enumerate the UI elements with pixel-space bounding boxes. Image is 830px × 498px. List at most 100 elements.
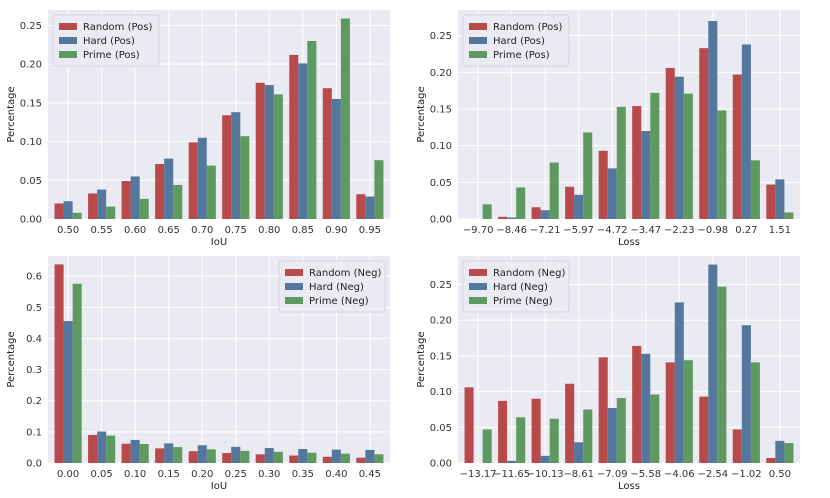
x-tick-label: 0.70 xyxy=(191,225,213,236)
legend-label: Random (Neg) xyxy=(493,268,565,279)
bar-prime-pos xyxy=(240,136,250,219)
bar-random-pos xyxy=(531,207,541,219)
y-axis-label: Percentage xyxy=(6,331,17,387)
y-tick-label: 0.10 xyxy=(430,141,452,152)
x-tick-label: −7.21 xyxy=(530,225,561,236)
bar-hard-neg xyxy=(507,460,517,463)
bar-prime-neg xyxy=(784,443,794,463)
bar-prime-pos xyxy=(482,204,492,219)
bar-hard-pos xyxy=(231,112,241,219)
bar-random-neg xyxy=(665,362,675,463)
bar-prime-pos xyxy=(139,198,149,219)
bar-hard-neg xyxy=(130,439,140,463)
bar-hard-neg xyxy=(775,440,785,463)
y-tick-label: 0.3 xyxy=(26,365,42,376)
x-tick-label: 0.25 xyxy=(225,469,247,480)
legend-label: Hard (Pos) xyxy=(493,36,545,47)
x-tick-label: 0.90 xyxy=(325,225,347,236)
legend-swatch xyxy=(285,269,303,276)
x-tick-label: 0.50 xyxy=(769,469,791,480)
bar-prime-neg xyxy=(139,444,149,463)
bar-random-pos xyxy=(121,181,131,219)
bar-prime-neg xyxy=(240,450,250,463)
bar-random-pos xyxy=(565,186,575,219)
legend-swatch xyxy=(469,51,487,58)
x-tick-label: −4.72 xyxy=(597,225,628,236)
bar-hard-pos xyxy=(130,176,140,219)
x-tick-label: 0.50 xyxy=(57,225,79,236)
y-tick-label: 0.4 xyxy=(26,334,42,345)
bar-random-neg xyxy=(322,456,332,463)
bar-random-pos xyxy=(356,194,366,219)
legend-swatch xyxy=(59,23,77,30)
bar-hard-pos xyxy=(607,168,617,219)
bar-random-neg xyxy=(632,345,642,463)
bar-prime-neg xyxy=(583,409,593,463)
bar-prime-pos xyxy=(374,160,384,219)
chart-panel-1: 0.00 0.05 0.10 0.15 0.20 0.25 0.50 0.55 0.60 0.65… xyxy=(6,10,390,248)
bar-prime-neg xyxy=(717,286,727,463)
legend-swatch xyxy=(469,37,487,44)
legend-swatch xyxy=(469,269,487,276)
x-tick-label: 0.45 xyxy=(359,469,381,480)
chart-panel-4: 0.00 0.05 0.10 0.15 0.20 0.25 −13.17−11.65−10.… xyxy=(416,256,800,492)
bar-hard-pos xyxy=(574,194,584,219)
x-tick-label: 0.65 xyxy=(158,225,180,236)
bar-random-pos xyxy=(665,67,675,219)
legend-label: Prime (Neg) xyxy=(493,296,553,307)
x-tick-label: 0.75 xyxy=(225,225,247,236)
legend: Random (Pos) Hard (Pos) Prime (Pos) xyxy=(462,14,570,67)
x-tick-label: −5.58 xyxy=(630,469,661,480)
bar-prime-pos xyxy=(750,160,760,219)
x-tick-label: 0.15 xyxy=(158,469,180,480)
bar-prime-neg xyxy=(340,453,350,463)
bar-prime-neg xyxy=(374,454,384,463)
x-tick-label: 0.00 xyxy=(57,469,79,480)
bar-hard-pos xyxy=(365,196,375,219)
legend-box xyxy=(52,14,160,67)
bar-hard-pos xyxy=(674,76,684,219)
x-tick-label: −3.47 xyxy=(630,225,661,236)
bar-hard-neg xyxy=(365,449,375,463)
legend-label: Hard (Pos) xyxy=(83,36,135,47)
y-tick-label: 0.20 xyxy=(430,316,452,327)
bar-random-pos xyxy=(54,203,64,219)
bar-hard-neg xyxy=(331,449,341,463)
bar-prime-neg xyxy=(307,452,317,463)
bar-random-pos xyxy=(155,164,165,219)
bar-hard-pos xyxy=(741,44,751,219)
y-tick-label: 0.00 xyxy=(430,215,452,226)
bar-hard-pos xyxy=(264,85,274,220)
legend: Random (Neg) Hard (Neg) Prime (Neg) xyxy=(462,260,570,313)
y-tick-label: 0.20 xyxy=(430,68,452,79)
x-axis-label: IoU xyxy=(211,237,227,248)
bar-prime-pos xyxy=(206,165,216,219)
x-axis-label: Loss xyxy=(618,237,640,248)
x-axis-label: Loss xyxy=(618,481,640,492)
bar-prime-pos xyxy=(173,184,183,219)
bar-prime-pos xyxy=(307,40,317,219)
bar-random-pos xyxy=(289,54,299,219)
legend-swatch xyxy=(469,23,487,30)
bar-hard-neg xyxy=(607,408,617,463)
x-tick-label: 0.20 xyxy=(191,469,213,480)
bar-prime-neg xyxy=(549,418,559,463)
legend-label: Random (Pos) xyxy=(493,22,562,33)
y-axis-label: Percentage xyxy=(6,86,17,142)
bar-hard-pos xyxy=(775,179,785,219)
y-tick-label: 0.0 xyxy=(26,459,42,470)
bar-random-neg xyxy=(88,434,98,463)
legend-label: Prime (Pos) xyxy=(83,50,140,61)
bar-prime-pos xyxy=(340,18,350,219)
bar-hard-neg xyxy=(264,448,274,463)
x-tick-label: −13.17 xyxy=(460,469,497,480)
chart-panel-3: 0.0 0.1 0.2 0.3 0.4 0.5 0.6 0.00 0.05 0.10 0.15 0.2… xyxy=(6,256,390,492)
bar-hard-pos xyxy=(331,99,341,219)
bar-prime-neg xyxy=(72,283,82,463)
x-tick-label: 0.60 xyxy=(124,225,146,236)
bar-prime-neg xyxy=(273,451,283,463)
x-tick-label: 0.27 xyxy=(735,225,757,236)
x-tick-label: 1.51 xyxy=(769,225,791,236)
chart-panel-2: 0.000.050.100.150.200.25−9.70 −8.46 −7.21−… xyxy=(416,10,800,248)
bar-random-pos xyxy=(322,88,332,219)
